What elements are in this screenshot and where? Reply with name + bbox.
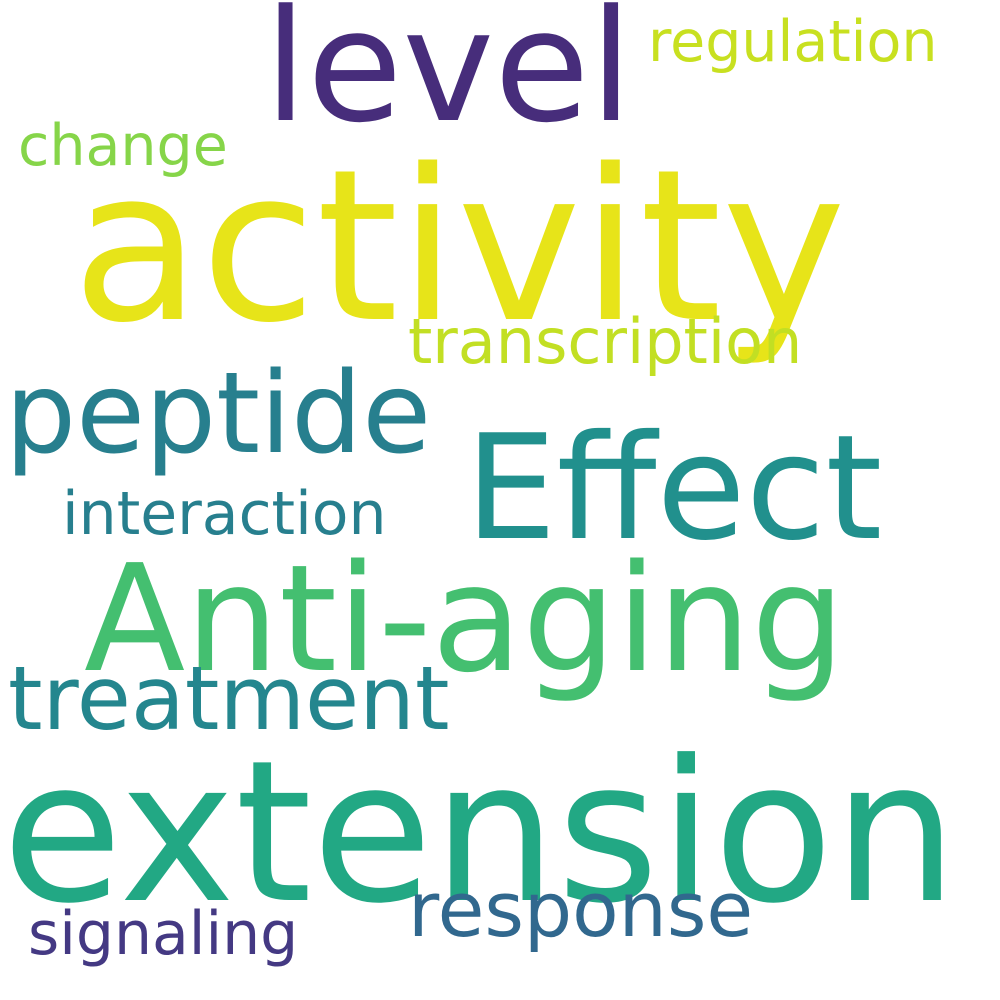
word-signaling: signaling <box>28 899 299 969</box>
word-effect: Effect <box>465 404 883 573</box>
word-interaction: interaction <box>62 479 387 549</box>
word-treatment: treatment <box>8 647 450 750</box>
word-regulation: regulation <box>648 9 938 75</box>
word-activity: activity <box>72 124 847 369</box>
word-extension: extension <box>2 719 958 947</box>
word-level: level <box>264 0 633 157</box>
word-response: response <box>408 865 754 954</box>
word-transcription: transcription <box>408 305 803 378</box>
word-change: change <box>18 113 228 179</box>
word-peptide: peptide <box>5 349 432 479</box>
word-anti-aging: Anti-aging <box>84 533 846 705</box>
